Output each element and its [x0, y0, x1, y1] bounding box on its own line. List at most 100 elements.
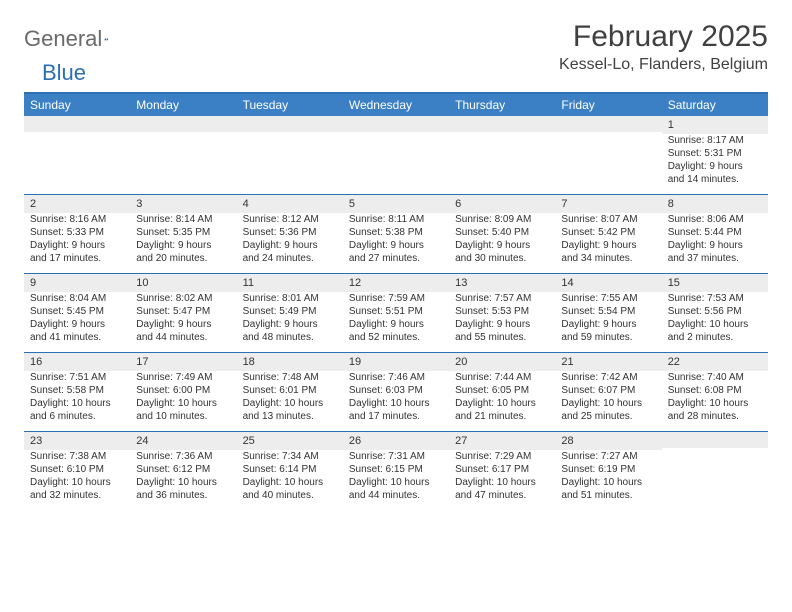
day-number — [237, 116, 343, 132]
month-title: February 2025 — [559, 20, 768, 54]
daylight-text-2: and 30 minutes. — [453, 252, 551, 265]
daylight-text-1: Daylight: 9 hours — [241, 318, 339, 331]
calendar-cell: 21Sunrise: 7:42 AMSunset: 6:07 PMDayligh… — [555, 353, 661, 431]
day-number: 26 — [343, 432, 449, 450]
cell-body: Sunrise: 7:42 AMSunset: 6:07 PMDaylight:… — [555, 371, 661, 427]
daylight-text-2: and 48 minutes. — [241, 331, 339, 344]
dayname-sun: Sunday — [24, 94, 130, 116]
day-number: 12 — [343, 274, 449, 292]
week-row: 16Sunrise: 7:51 AMSunset: 5:58 PMDayligh… — [24, 353, 768, 432]
day-number: 18 — [237, 353, 343, 371]
sunset-text: Sunset: 5:51 PM — [347, 305, 445, 318]
day-number: 20 — [449, 353, 555, 371]
daylight-text-1: Daylight: 9 hours — [666, 239, 764, 252]
day-number: 23 — [24, 432, 130, 450]
daylight-text-1: Daylight: 10 hours — [241, 476, 339, 489]
calendar-cell: 3Sunrise: 8:14 AMSunset: 5:35 PMDaylight… — [130, 195, 236, 273]
week-row: 1Sunrise: 8:17 AMSunset: 5:31 PMDaylight… — [24, 116, 768, 195]
sunset-text: Sunset: 6:14 PM — [241, 463, 339, 476]
daylight-text-2: and 47 minutes. — [453, 489, 551, 502]
logo-word2: Blue — [42, 60, 86, 85]
daylight-text-1: Daylight: 9 hours — [28, 318, 126, 331]
sunrise-text: Sunrise: 8:06 AM — [666, 213, 764, 226]
daylight-text-1: Daylight: 10 hours — [28, 397, 126, 410]
sunset-text: Sunset: 5:47 PM — [134, 305, 232, 318]
sunset-text: Sunset: 5:49 PM — [241, 305, 339, 318]
sunrise-text: Sunrise: 8:02 AM — [134, 292, 232, 305]
location: Kessel-Lo, Flanders, Belgium — [559, 56, 768, 74]
day-number — [24, 116, 130, 132]
daylight-text-2: and 13 minutes. — [241, 410, 339, 423]
dayname-wed: Wednesday — [343, 94, 449, 116]
sunrise-text: Sunrise: 8:09 AM — [453, 213, 551, 226]
logo-word1: General — [24, 26, 102, 52]
sunset-text: Sunset: 6:01 PM — [241, 384, 339, 397]
daylight-text-1: Daylight: 9 hours — [347, 318, 445, 331]
calendar-cell: 16Sunrise: 7:51 AMSunset: 5:58 PMDayligh… — [24, 353, 130, 431]
cell-body: Sunrise: 8:17 AMSunset: 5:31 PMDaylight:… — [662, 134, 768, 190]
cell-body: Sunrise: 7:34 AMSunset: 6:14 PMDaylight:… — [237, 450, 343, 506]
dayname-tue: Tuesday — [237, 94, 343, 116]
sunset-text: Sunset: 5:35 PM — [134, 226, 232, 239]
weeks-container: 1Sunrise: 8:17 AMSunset: 5:31 PMDaylight… — [24, 116, 768, 510]
calendar-cell: 4Sunrise: 8:12 AMSunset: 5:36 PMDaylight… — [237, 195, 343, 273]
sunrise-text: Sunrise: 8:11 AM — [347, 213, 445, 226]
calendar-cell — [24, 116, 130, 194]
daylight-text-1: Daylight: 9 hours — [453, 239, 551, 252]
cell-body: Sunrise: 7:55 AMSunset: 5:54 PMDaylight:… — [555, 292, 661, 348]
daylight-text-2: and 27 minutes. — [347, 252, 445, 265]
week-row: 23Sunrise: 7:38 AMSunset: 6:10 PMDayligh… — [24, 432, 768, 510]
cell-body: Sunrise: 8:16 AMSunset: 5:33 PMDaylight:… — [24, 213, 130, 269]
daylight-text-2: and 52 minutes. — [347, 331, 445, 344]
daylight-text-1: Daylight: 9 hours — [28, 239, 126, 252]
day-number: 6 — [449, 195, 555, 213]
calendar-cell: 11Sunrise: 8:01 AMSunset: 5:49 PMDayligh… — [237, 274, 343, 352]
sunrise-text: Sunrise: 7:44 AM — [453, 371, 551, 384]
sunrise-text: Sunrise: 7:49 AM — [134, 371, 232, 384]
sunset-text: Sunset: 6:03 PM — [347, 384, 445, 397]
daylight-text-2: and 2 minutes. — [666, 331, 764, 344]
cell-body: Sunrise: 7:36 AMSunset: 6:12 PMDaylight:… — [130, 450, 236, 506]
cell-body: Sunrise: 8:01 AMSunset: 5:49 PMDaylight:… — [237, 292, 343, 348]
sunrise-text: Sunrise: 7:27 AM — [559, 450, 657, 463]
sunset-text: Sunset: 5:40 PM — [453, 226, 551, 239]
day-number — [662, 432, 768, 448]
daylight-text-1: Daylight: 10 hours — [241, 397, 339, 410]
week-header: Sunday Monday Tuesday Wednesday Thursday… — [24, 94, 768, 116]
calendar-cell: 25Sunrise: 7:34 AMSunset: 6:14 PMDayligh… — [237, 432, 343, 510]
day-number: 17 — [130, 353, 236, 371]
day-number: 27 — [449, 432, 555, 450]
sunrise-text: Sunrise: 7:51 AM — [28, 371, 126, 384]
calendar: Sunday Monday Tuesday Wednesday Thursday… — [24, 94, 768, 510]
sunrise-text: Sunrise: 7:46 AM — [347, 371, 445, 384]
sunrise-text: Sunrise: 8:07 AM — [559, 213, 657, 226]
sunset-text: Sunset: 6:17 PM — [453, 463, 551, 476]
daylight-text-2: and 44 minutes. — [134, 331, 232, 344]
daylight-text-1: Daylight: 10 hours — [347, 476, 445, 489]
sunset-text: Sunset: 5:33 PM — [28, 226, 126, 239]
calendar-cell: 10Sunrise: 8:02 AMSunset: 5:47 PMDayligh… — [130, 274, 236, 352]
sunrise-text: Sunrise: 8:17 AM — [666, 134, 764, 147]
day-number: 3 — [130, 195, 236, 213]
sunset-text: Sunset: 6:15 PM — [347, 463, 445, 476]
calendar-cell: 8Sunrise: 8:06 AMSunset: 5:44 PMDaylight… — [662, 195, 768, 273]
daylight-text-2: and 24 minutes. — [241, 252, 339, 265]
cell-body: Sunrise: 7:31 AMSunset: 6:15 PMDaylight:… — [343, 450, 449, 506]
sunrise-text: Sunrise: 7:55 AM — [559, 292, 657, 305]
sunrise-text: Sunrise: 7:42 AM — [559, 371, 657, 384]
calendar-cell: 7Sunrise: 8:07 AMSunset: 5:42 PMDaylight… — [555, 195, 661, 273]
sunrise-text: Sunrise: 7:59 AM — [347, 292, 445, 305]
day-number: 2 — [24, 195, 130, 213]
day-number — [449, 116, 555, 132]
sunrise-text: Sunrise: 8:14 AM — [134, 213, 232, 226]
daylight-text-2: and 6 minutes. — [28, 410, 126, 423]
day-number: 25 — [237, 432, 343, 450]
day-number: 22 — [662, 353, 768, 371]
daylight-text-2: and 55 minutes. — [453, 331, 551, 344]
cell-body: Sunrise: 8:04 AMSunset: 5:45 PMDaylight:… — [24, 292, 130, 348]
dayname-sat: Saturday — [662, 94, 768, 116]
sunset-text: Sunset: 6:05 PM — [453, 384, 551, 397]
day-number: 16 — [24, 353, 130, 371]
sunset-text: Sunset: 5:42 PM — [559, 226, 657, 239]
cell-body: Sunrise: 7:53 AMSunset: 5:56 PMDaylight:… — [662, 292, 768, 348]
